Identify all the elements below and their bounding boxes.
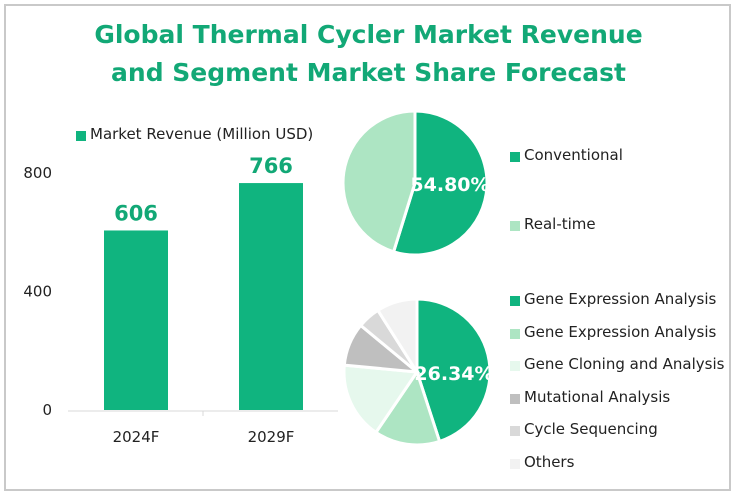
pie2-data-label: 26.34% — [414, 363, 493, 385]
pie2-legend-swatch — [510, 361, 520, 371]
pie1-legend-label: Conventional — [524, 146, 623, 164]
pie2-legend-swatch — [510, 426, 520, 436]
pie1-legend-label: Real-time — [524, 215, 596, 233]
chart-border — [4, 4, 731, 491]
pie1-legend-swatch — [510, 152, 520, 162]
pie2-legend-label: Mutational Analysis — [524, 387, 671, 406]
pie2-legend-label: Gene Expression Analysis — [524, 322, 717, 341]
pie2-legend-swatch — [510, 458, 520, 469]
y-tick-label: 0 — [42, 401, 52, 419]
pie2-legend-swatch — [510, 296, 520, 306]
pie2-legend-label: Others — [524, 452, 575, 471]
pie2-legend-label: Cycle Sequencing — [524, 420, 658, 438]
pie2-slice-0 — [415, 297, 492, 444]
x-tick-label: 2029F — [248, 428, 295, 446]
pie1-data-label: 54.80% — [410, 174, 489, 196]
pie1-slice-0 — [391, 109, 489, 257]
pie2-slice-5 — [375, 297, 419, 378]
bar-data-label: 766 — [249, 154, 293, 178]
pie2-legend-swatch — [510, 393, 520, 404]
y-tick-label: 800 — [23, 164, 52, 182]
pie2-slice-1 — [373, 368, 442, 447]
pie2-legend-label: Gene Cloning and Analysis — [524, 355, 725, 373]
bar-data-label: 606 — [114, 201, 158, 225]
chart-title-line-1: Global Thermal Cycler Market Revenue — [94, 20, 643, 49]
chart-title-line-2: and Segment Market Share Forecast — [111, 58, 626, 87]
pie2-slice-2 — [342, 363, 420, 435]
bar-legend-label: Market Revenue (Million USD) — [90, 125, 314, 143]
bar-2029F — [239, 183, 303, 410]
x-tick-label: 2024F — [113, 428, 160, 446]
bar-2024F — [104, 230, 168, 410]
bar-legend-swatch — [76, 131, 86, 141]
pie2-legend-label: Gene Expression Analysis — [524, 290, 717, 308]
pie2-legend-swatch — [510, 328, 520, 339]
pie1-slice-1 — [341, 109, 417, 254]
y-tick-label: 400 — [23, 283, 52, 301]
pie1-legend-swatch — [510, 221, 520, 231]
